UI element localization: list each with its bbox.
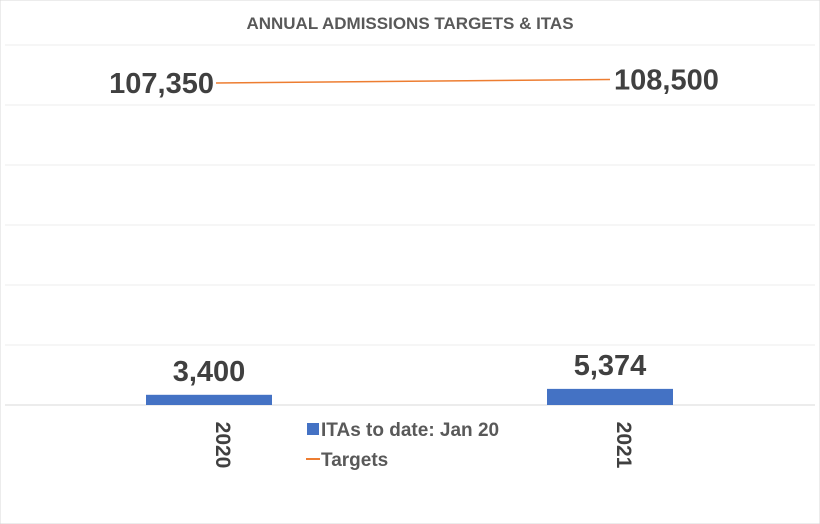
legend-swatch-itas xyxy=(307,423,319,435)
line-data-label: 108,500 xyxy=(614,65,719,97)
legend-label-itas: ITAs to date: Jan 20 xyxy=(321,420,499,441)
bar-2020 xyxy=(146,394,272,405)
legend: ITAs to date: Jan 20 Targets xyxy=(306,420,499,471)
bar-data-label: 3,400 xyxy=(173,356,246,388)
bar-2021 xyxy=(547,388,673,405)
chart-title: ANNUAL ADMISSIONS TARGETS & ITAS xyxy=(246,14,573,33)
legend-label-targets: Targets xyxy=(321,450,388,471)
bar-data-label: 5,374 xyxy=(574,350,647,382)
x-tick-label: 2021 xyxy=(612,422,635,469)
x-tick-label: 2020 xyxy=(211,422,234,469)
line-data-label: 107,350 xyxy=(109,68,214,100)
targets-line xyxy=(215,78,611,84)
